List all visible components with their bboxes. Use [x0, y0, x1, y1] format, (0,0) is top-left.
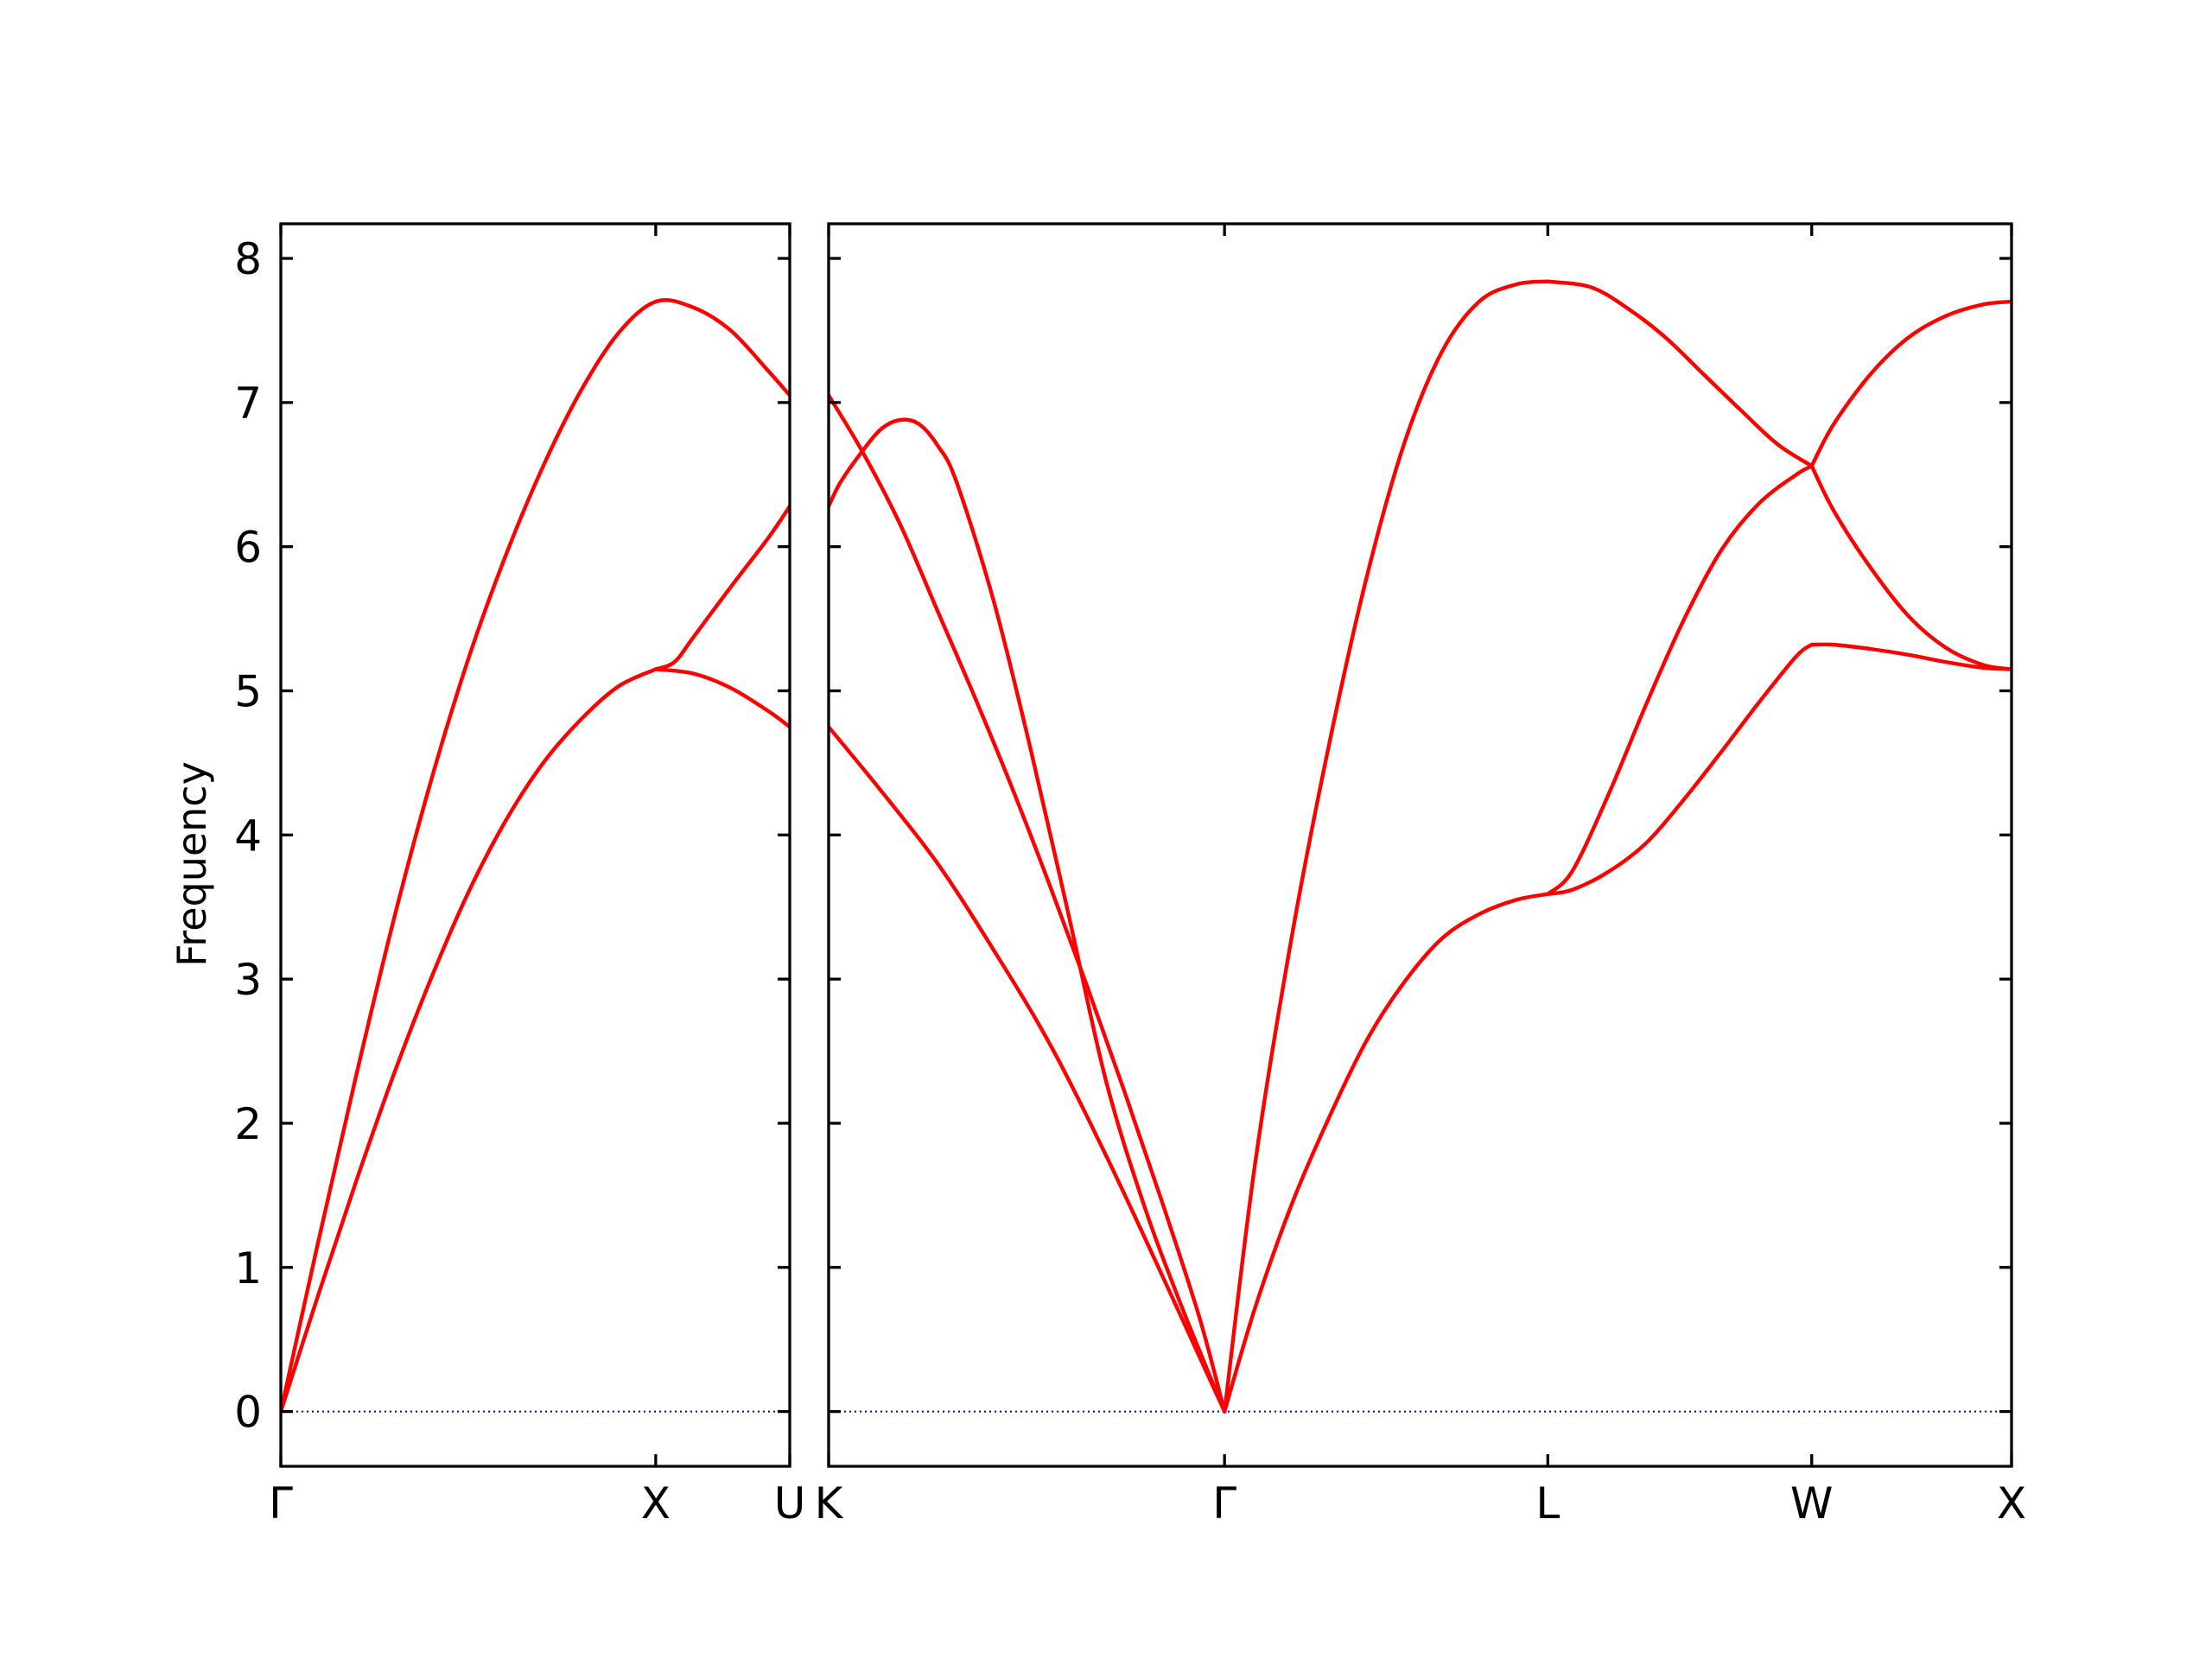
phonon-band-right-4: [1222, 892, 1550, 1414]
phonon-band-left-4: [653, 504, 790, 671]
phonon-band-left-3: [653, 667, 790, 729]
x-tick-label-L: L: [1535, 1478, 1560, 1529]
phonon-band-right-8: [1546, 279, 1814, 468]
phonon-band-right-9: [1809, 642, 2012, 671]
x-tick-label-U: U: [774, 1478, 806, 1529]
band-group: [829, 279, 2012, 1414]
y-tick-label: 7: [234, 378, 262, 429]
x-tick-label-Γ: Γ: [269, 1478, 293, 1529]
phonon-band-left-2: [281, 298, 790, 1414]
phonon-band-right-7: [1546, 464, 1814, 896]
y-tick-label: 2: [234, 1099, 262, 1149]
phonon-band-right-3: [829, 417, 1227, 1414]
y-tick-label: 3: [234, 955, 262, 1005]
phonon-band-right-1: [829, 725, 1227, 1414]
phonon-band-right-2: [829, 393, 1227, 1414]
phonon-band-left-1: [281, 667, 658, 1414]
axes-frame: [279, 222, 791, 1468]
y-axis-label: Frequency: [168, 761, 215, 967]
x-tick-label-Γ: Γ: [1212, 1478, 1236, 1529]
y-tick-label: 1: [234, 1243, 262, 1294]
y-tick-label: 0: [234, 1388, 262, 1438]
x-tick-label-X: X: [641, 1478, 671, 1529]
phonon-band-right-5: [1222, 279, 1550, 1414]
phonon-band-right-11: [1809, 299, 2012, 468]
y-tick-label: 8: [234, 234, 262, 284]
x-tick-label-X: X: [1997, 1478, 2026, 1529]
panel-left: 0 1 2 3 4 5 6 7 8 Γ X U: [234, 222, 806, 1529]
y-tick-label: 5: [234, 667, 262, 717]
axes-frame: [827, 222, 2013, 1468]
phonon-band-right-6: [1546, 642, 1814, 896]
x-tick-label-W: W: [1790, 1478, 1833, 1529]
y-tick-label: 4: [234, 810, 262, 861]
plot-panels: 0 1 2 3 4 5 6 7 8 Γ X U K Γ L W X: [234, 222, 2026, 1529]
x-tick-label-K: K: [815, 1478, 844, 1529]
y-tick-label: 6: [234, 523, 262, 573]
band-group: [281, 298, 790, 1414]
phonon-band-right-10: [1809, 464, 2012, 671]
